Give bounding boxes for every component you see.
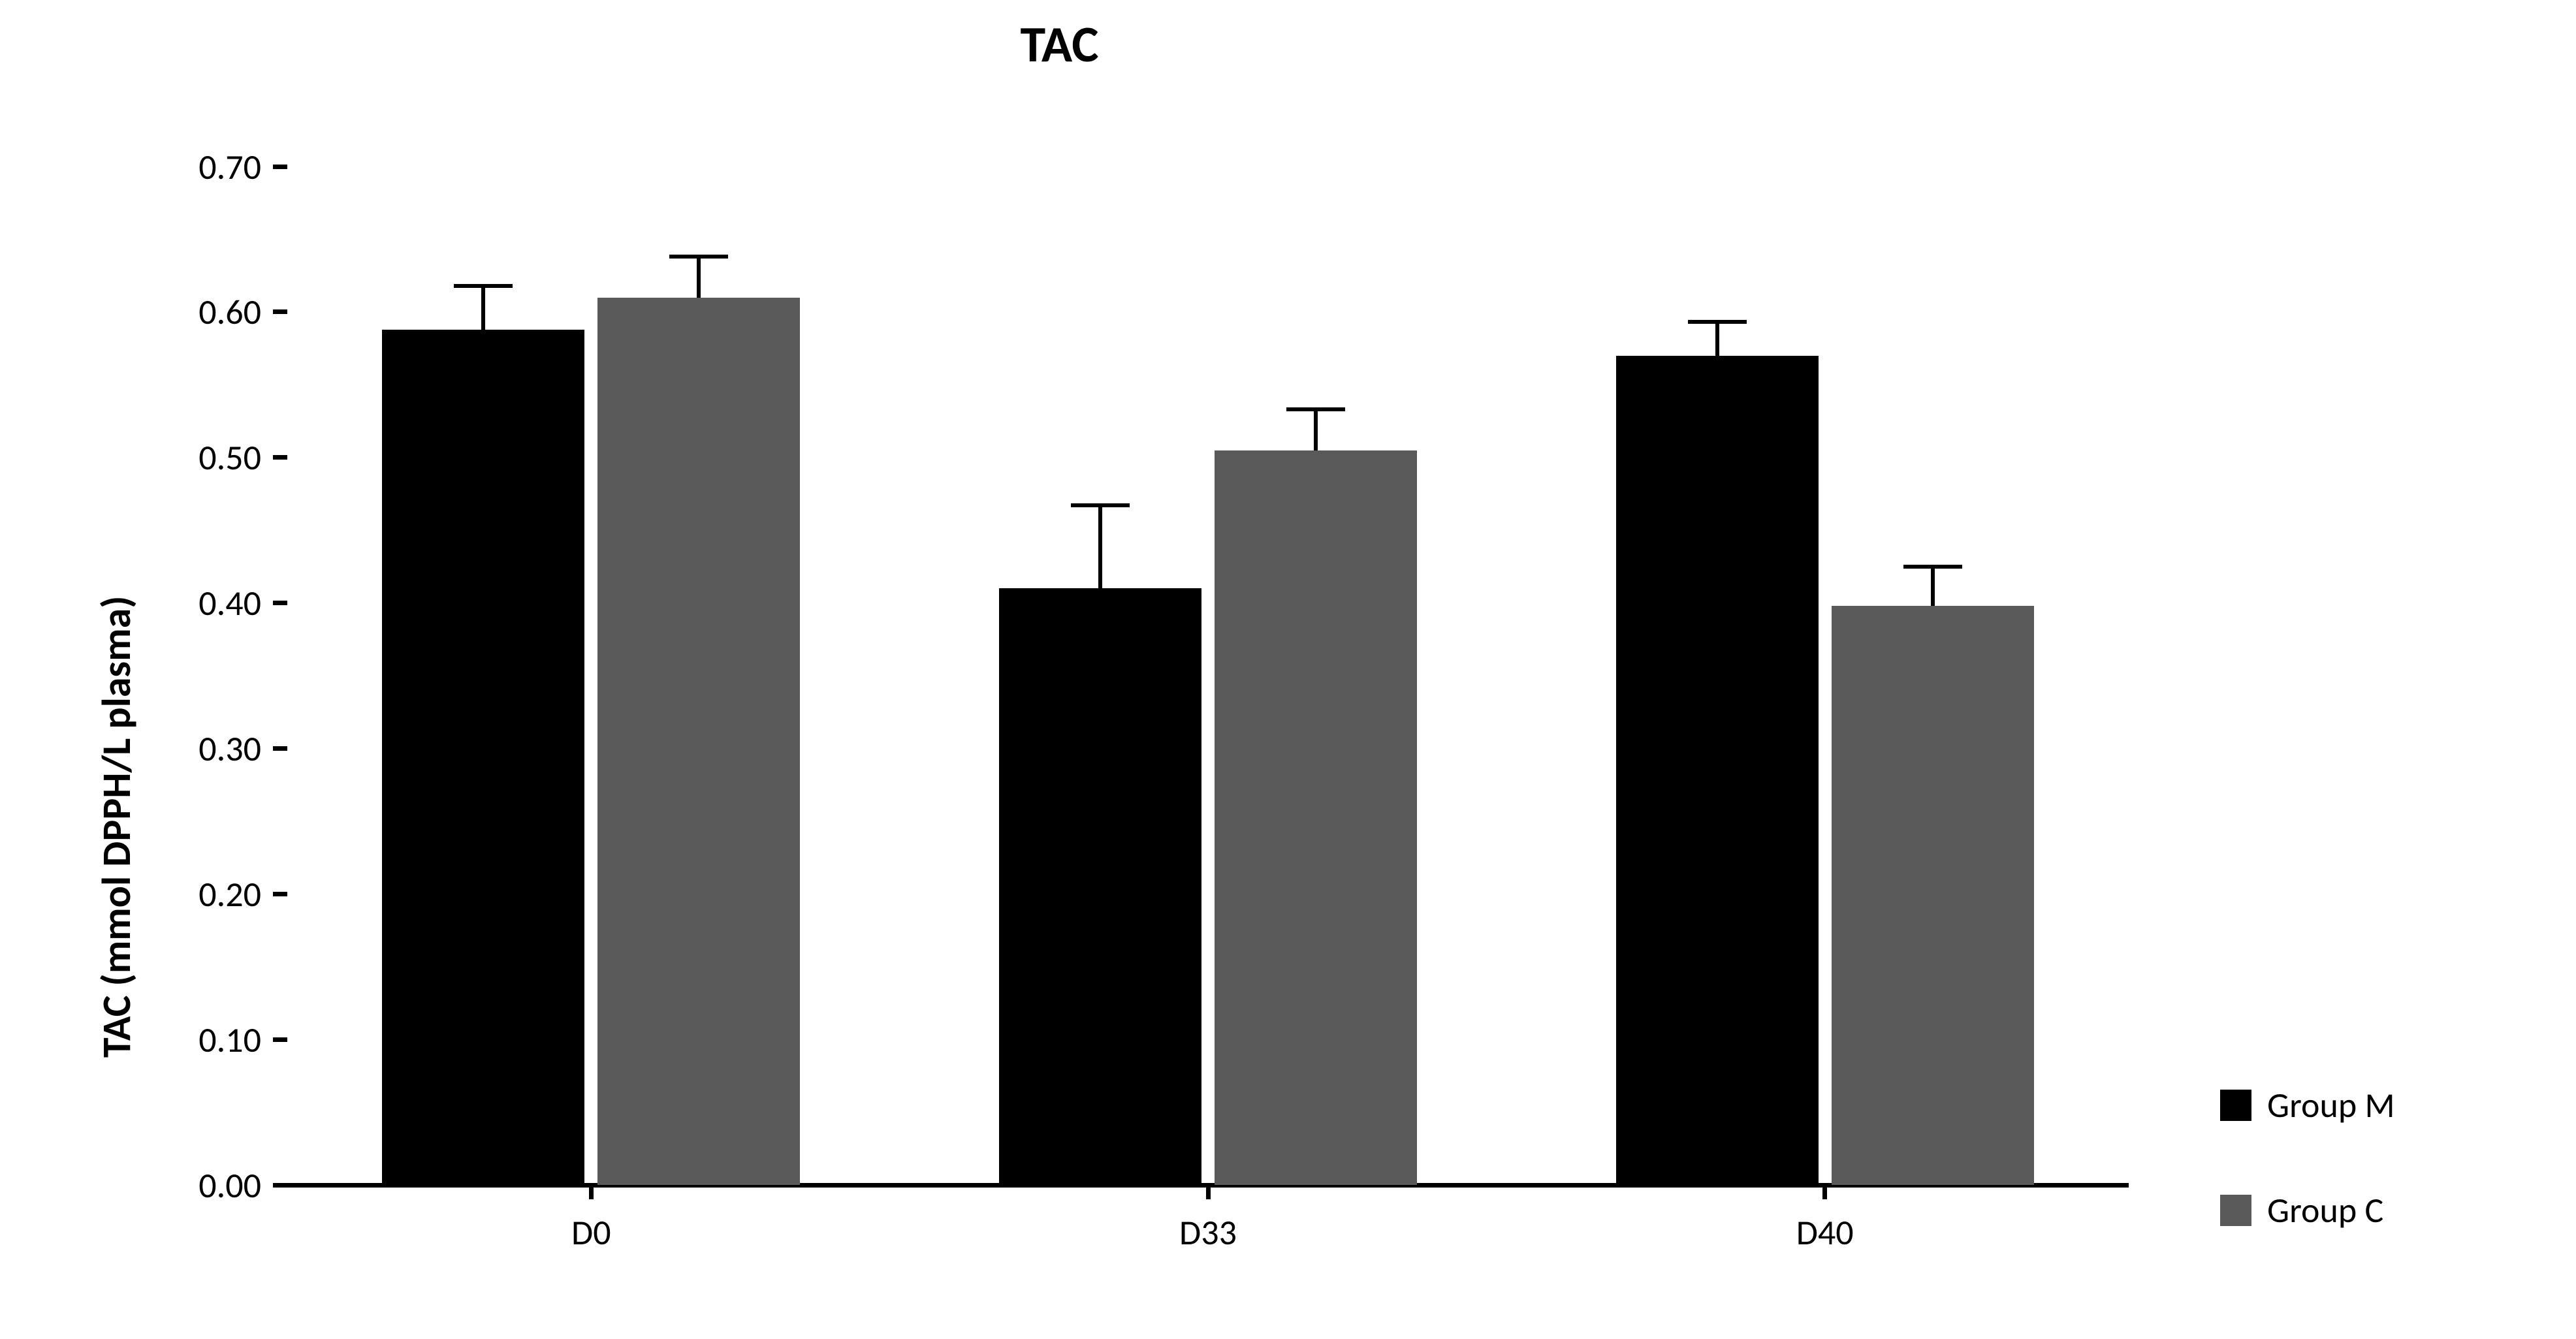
bar bbox=[382, 330, 584, 1185]
bar bbox=[1616, 356, 1819, 1185]
y-tick bbox=[273, 1037, 287, 1042]
legend-item: Group M bbox=[2220, 1084, 2395, 1127]
y-tick bbox=[273, 455, 287, 460]
x-tick bbox=[589, 1185, 594, 1199]
y-tick bbox=[273, 1183, 287, 1188]
error-bar-cap bbox=[669, 255, 728, 259]
error-bar-cap bbox=[1903, 565, 1962, 569]
bar bbox=[1832, 606, 2034, 1185]
error-bar-stem bbox=[481, 286, 485, 330]
y-tick bbox=[273, 165, 287, 169]
chart-title: TAC bbox=[0, 13, 2119, 75]
error-bar-cap bbox=[1688, 320, 1747, 324]
error-bar-cap bbox=[1286, 407, 1345, 411]
error-bar-stem bbox=[1715, 322, 1719, 355]
error-bar-cap bbox=[454, 284, 513, 288]
y-tick-label: 0.70 bbox=[131, 146, 261, 189]
error-bar-stem bbox=[1314, 409, 1318, 450]
y-tick-label: 0.50 bbox=[131, 436, 261, 479]
y-tick-label: 0.60 bbox=[131, 291, 261, 334]
x-tick bbox=[1206, 1185, 1211, 1199]
x-category-label: D33 bbox=[1110, 1211, 1306, 1254]
legend-label: Group C bbox=[2267, 1189, 2383, 1232]
legend-swatch bbox=[2220, 1090, 2251, 1121]
legend-label: Group M bbox=[2267, 1084, 2395, 1127]
error-bar-stem bbox=[1931, 567, 1935, 606]
error-bar-stem bbox=[1098, 505, 1102, 588]
y-tick bbox=[273, 601, 287, 605]
bar bbox=[999, 588, 1201, 1185]
y-tick-label: 0.00 bbox=[131, 1164, 261, 1207]
x-tick bbox=[1822, 1185, 1827, 1199]
error-bar-cap bbox=[1071, 503, 1130, 507]
x-category-label: D0 bbox=[493, 1211, 689, 1254]
chart-container: TAC TAC (mmol DPPH/L plasma) Group MGrou… bbox=[0, 0, 2576, 1339]
y-tick-label: 0.10 bbox=[131, 1018, 261, 1062]
y-tick bbox=[273, 309, 287, 314]
legend-swatch bbox=[2220, 1195, 2251, 1226]
legend-item: Group C bbox=[2220, 1189, 2395, 1232]
y-tick-label: 0.30 bbox=[131, 727, 261, 770]
bar bbox=[597, 298, 800, 1185]
y-axis-label: TAC (mmol DPPH/L plasma) bbox=[91, 595, 141, 1058]
error-bar-stem bbox=[697, 257, 701, 297]
x-category-label: D40 bbox=[1727, 1211, 1923, 1254]
y-tick-label: 0.40 bbox=[131, 582, 261, 625]
bar bbox=[1215, 450, 1417, 1185]
y-tick-label: 0.20 bbox=[131, 873, 261, 916]
legend: Group M Group C bbox=[2220, 1084, 2395, 1232]
plot-area bbox=[287, 166, 2129, 1185]
y-tick bbox=[273, 892, 287, 896]
y-tick bbox=[273, 746, 287, 751]
